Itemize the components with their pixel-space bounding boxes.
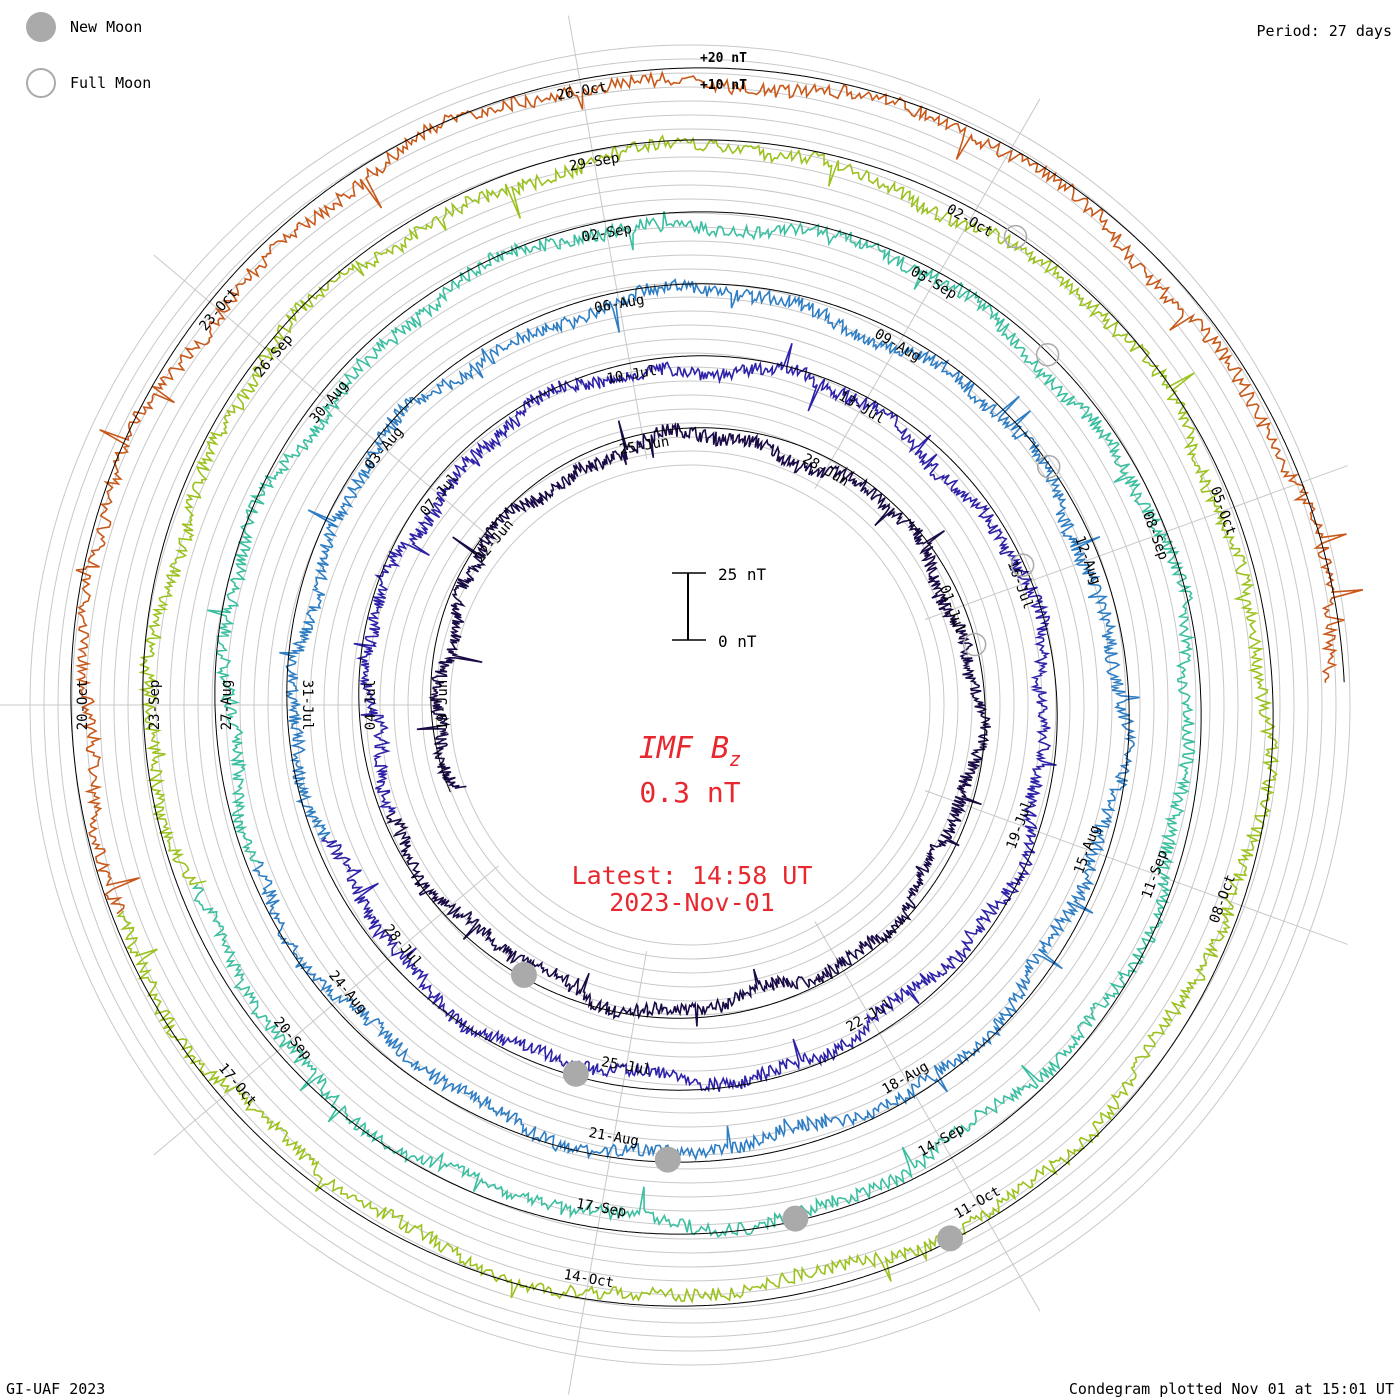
- footer-credit: GI-UAF 2023: [6, 1380, 106, 1398]
- footer-plot-time: Condegram plotted Nov 01 at 15:01 UT: [1068, 1380, 1394, 1398]
- full-moon-icon: [26, 68, 56, 98]
- date-tick-label: 16-Jul: [1004, 558, 1036, 611]
- series-line-rotation-6: [75, 70, 1364, 915]
- date-tick-label: 17-Sep: [575, 1196, 628, 1221]
- moon-markers: [510, 224, 1061, 1252]
- zero-baseline: [382, 427, 986, 1019]
- date-tick-label: 08-Oct: [1207, 872, 1239, 925]
- new-moon-marker: [510, 961, 537, 988]
- quantity-label: IMF Bz: [639, 731, 741, 771]
- legend-full-moon: Full Moon: [26, 68, 151, 98]
- date-tick-label: 23-Sep: [147, 680, 163, 731]
- full-moon-marker: [1003, 224, 1028, 249]
- zero-baseline: [246, 283, 1130, 1163]
- current-value: 0.3 nT: [639, 776, 740, 809]
- grid-spoke: [814, 921, 1041, 1312]
- new-moon-icon: [26, 12, 56, 42]
- date-tick-label: 31-Jul: [299, 680, 315, 731]
- full-moon-marker: [1035, 343, 1060, 367]
- full-moon-label: Full Moon: [70, 74, 152, 92]
- legend-new-moon: New Moon: [26, 12, 142, 42]
- grid-spoke: [814, 98, 1041, 489]
- zero-baseline: [179, 211, 1202, 1235]
- scale-label-top: +20 nT: [700, 51, 747, 66]
- center-readout: IMF Bz 0.3 nT Latest: 14:58 UT 2023-Nov-…: [572, 731, 813, 917]
- grid-ring: [449, 464, 931, 946]
- date-tick-label: 27-Aug: [219, 680, 235, 731]
- date-tick-label: 20-Oct: [75, 680, 91, 731]
- grid-spoke: [153, 254, 499, 545]
- date-tick-label: 04-Jul: [363, 680, 379, 731]
- full-moon-marker: [1010, 553, 1035, 577]
- scale-label-second: +10 nT: [700, 78, 747, 93]
- series-line-rotation-2: [320, 343, 1057, 1093]
- date-tick-label: 14-Sep: [916, 1121, 968, 1160]
- series-line-rotation-4: [191, 211, 1196, 1238]
- grid-spoke: [924, 790, 1348, 945]
- new-moon-marker: [937, 1225, 964, 1252]
- full-moon-marker: [962, 632, 987, 657]
- quantity-subscript: z: [729, 747, 741, 771]
- series-line-rotation-1: [385, 420, 991, 1027]
- grid-ring: [365, 380, 1015, 1030]
- new-moon-marker: [654, 1146, 681, 1173]
- new-moon-label: New Moon: [70, 18, 143, 36]
- new-moon-marker: [562, 1060, 589, 1087]
- zero-baseline: [70, 67, 1345, 916]
- series-line-rotation-5: [116, 134, 1280, 1304]
- zero-baselines: [70, 67, 1345, 1307]
- full-moon-marker: [1036, 454, 1061, 479]
- grid-spoke: [567, 15, 648, 459]
- date-tick-label: 14-Oct: [563, 1267, 616, 1292]
- scale-bar-high: 25 nT: [718, 565, 767, 584]
- grid-spoke: [567, 951, 648, 1395]
- date-tick-label: 25-Jun: [618, 434, 671, 459]
- scale-bar: 25 nT 0 nT: [672, 565, 767, 651]
- date-tick-label: 05-Oct: [1207, 485, 1239, 538]
- zero-baseline: [111, 139, 1274, 1307]
- date-tick-label: 19-Jun: [435, 680, 451, 731]
- scale-bar-low: 0 nT: [718, 632, 757, 651]
- latest-date: 2023-Nov-01: [609, 888, 775, 917]
- bz-series: [75, 70, 1364, 1304]
- zero-baseline: [314, 355, 1058, 1091]
- period-label: Period: 27 days: [1256, 22, 1392, 40]
- new-moon-marker: [782, 1205, 809, 1232]
- radial-spokes: [0, 15, 1348, 1395]
- grid-spoke: [924, 465, 1348, 620]
- latest-time: Latest: 14:58 UT: [572, 861, 813, 890]
- series-line-rotation-3: [251, 278, 1140, 1162]
- grid-spoke: [153, 865, 499, 1156]
